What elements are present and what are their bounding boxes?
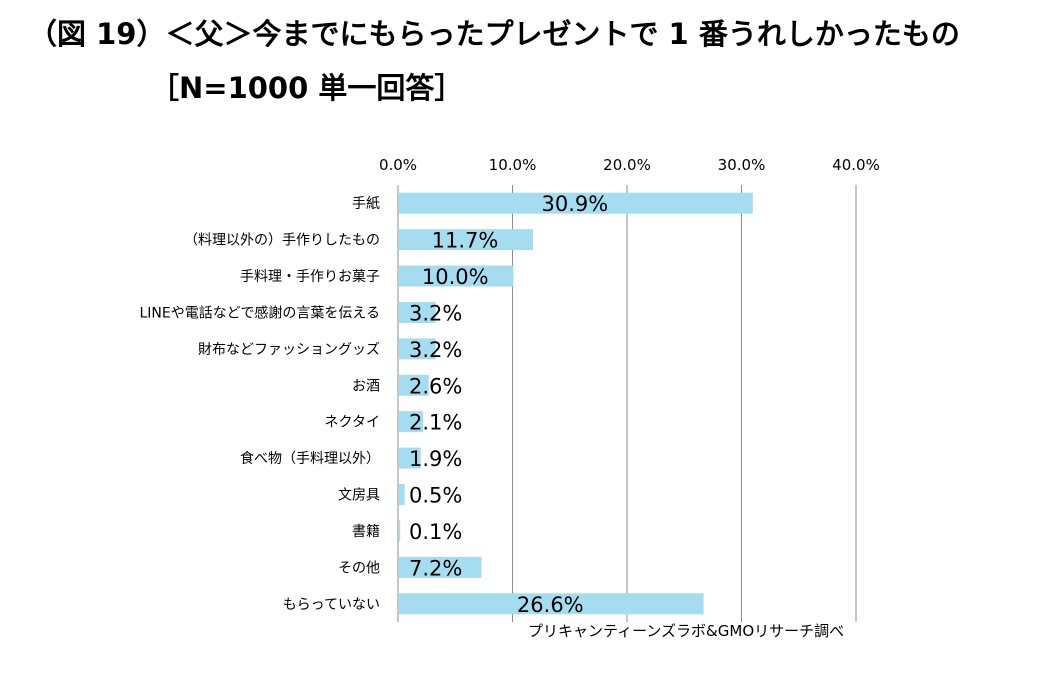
bar (399, 265, 514, 287)
value-label: 3.2% (409, 301, 462, 325)
category-label: ネクタイ (325, 415, 380, 431)
bars (399, 192, 753, 615)
value-labels: 30.9% 11.7% 10.0% 3.2% 3.2% 2.6% 2.1% 1.9% 0.5% 0… (409, 192, 608, 617)
bar (399, 338, 436, 360)
bar (399, 556, 482, 578)
category-label: 書籍 (352, 523, 380, 540)
category-label: 手料理・手作りお菓子 (240, 269, 380, 285)
category-label: お酒 (352, 378, 380, 394)
category-label: 食べ物（手料理以外） (240, 450, 380, 467)
value-label: 7.2% (409, 556, 462, 580)
x-tick-label: 10.0% (489, 156, 537, 174)
bar (399, 484, 405, 506)
bar (399, 374, 429, 396)
chart-title: （図 19）＜父＞今までにもらったプレゼントで 1 番うれしかったもの (28, 17, 960, 51)
bar (399, 411, 424, 433)
value-label: 11.7% (432, 229, 499, 253)
source-note: プリキャンティーンズラボ&GMOリサーチ調べ (528, 622, 844, 640)
value-label: 2.1% (409, 411, 462, 435)
x-tick-label: 20.0% (603, 156, 651, 174)
x-axis-ticks: 0.0% 10.0% 20.0% 30.0% 40.0% (379, 156, 880, 174)
category-label: 手紙 (352, 196, 380, 212)
bar (399, 229, 533, 251)
category-label: 文房具 (338, 488, 380, 504)
x-tick-label: 0.0% (379, 156, 417, 174)
value-label: 30.9% (542, 192, 609, 216)
bar (399, 447, 421, 469)
bar (399, 520, 401, 542)
x-tick-label: 40.0% (832, 156, 880, 174)
value-label: 2.6% (409, 374, 462, 398)
value-label: 0.1% (409, 520, 462, 544)
chart-subtitle: ［N=1000 単一回答］ (150, 71, 464, 105)
value-label: 26.6% (517, 593, 584, 617)
gridlines (512, 185, 857, 622)
category-label: 財布などファッショングッズ (198, 342, 380, 358)
bar (399, 192, 753, 214)
value-label: 3.2% (409, 338, 462, 362)
bar (399, 593, 704, 615)
category-label: もらっていない (283, 597, 380, 613)
value-label: 1.9% (409, 447, 462, 471)
x-tick-label: 30.0% (718, 156, 766, 174)
value-label: 10.0% (422, 265, 489, 289)
value-label: 0.5% (409, 484, 462, 508)
category-label: LINEや電話などで感謝の言葉を伝える (139, 304, 380, 321)
category-label: （料理以外の）手作りしたもの (184, 233, 380, 249)
category-label: その他 (338, 560, 380, 576)
bar (399, 301, 436, 323)
